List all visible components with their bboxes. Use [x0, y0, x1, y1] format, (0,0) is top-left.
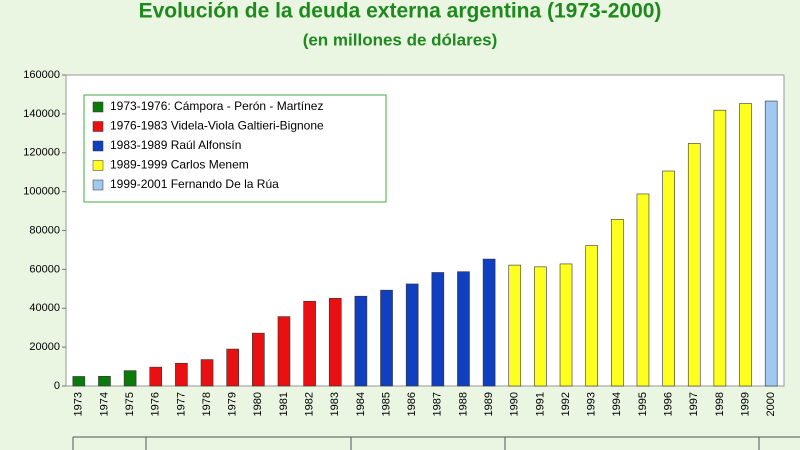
y-tick-label: 0 — [54, 380, 60, 392]
bar — [123, 370, 137, 387]
bar — [585, 245, 598, 387]
x-tick-label: 1983 — [329, 392, 341, 416]
bar — [508, 264, 522, 387]
x-tick-label: 1986 — [406, 392, 418, 416]
bar — [431, 272, 445, 387]
x-tick-label: 1987 — [432, 392, 444, 416]
chart-subtitle: (en millones de dólares) — [303, 30, 498, 49]
y-tick-label: 140000 — [23, 108, 60, 120]
legend-label: 1976-1983 Videla-Viola Galtieri-Bignone — [110, 119, 324, 133]
bar — [380, 289, 393, 387]
bar — [354, 295, 368, 387]
legend-swatch — [92, 179, 104, 191]
x-tick-label: 1991 — [534, 392, 546, 416]
y-tick-label: 40000 — [29, 302, 60, 314]
bar — [277, 316, 291, 387]
bar — [559, 263, 573, 387]
y-tick-label: 120000 — [23, 147, 60, 159]
y-tick-label: 80000 — [29, 224, 60, 236]
bar — [72, 376, 86, 387]
x-tick-label: 1984 — [355, 392, 367, 416]
legend: 1973-1976: Cámpora - Perón - Martínez 197… — [83, 94, 387, 203]
bar — [328, 298, 342, 387]
bar — [175, 362, 188, 387]
x-tick-label: 1994 — [611, 392, 623, 416]
legend-swatch — [92, 140, 104, 152]
x-tick-label: 1977 — [175, 392, 187, 416]
x-tick-label: 1979 — [227, 392, 239, 416]
legend-box — [83, 94, 387, 203]
x-tick-label: 1974 — [98, 392, 110, 416]
x-tick-label: 1973 — [73, 392, 85, 416]
bar — [149, 366, 163, 387]
bar — [303, 300, 316, 387]
bar — [457, 271, 470, 387]
bar — [252, 332, 265, 387]
bar — [405, 283, 419, 387]
x-tick-label: 1980 — [252, 392, 264, 416]
y-tick-label: 60000 — [29, 263, 60, 275]
bar — [764, 100, 778, 387]
bar — [200, 359, 214, 387]
bar — [662, 170, 675, 387]
x-tick-label: 2000 — [765, 392, 777, 416]
bar — [482, 258, 496, 387]
x-tick-label: 1990 — [509, 392, 521, 416]
x-tick-label: 1998 — [714, 392, 726, 416]
bar — [687, 143, 701, 387]
bar — [636, 193, 650, 387]
x-tick-label: 1976 — [150, 392, 162, 416]
legend-label: 1983-1989 Raúl Alfonsín — [110, 138, 241, 152]
bar — [611, 219, 624, 387]
legend-label: 1999-2001 Fernando De la Rúa — [110, 177, 279, 191]
x-tick-label: 1992 — [560, 392, 572, 416]
legend-swatch — [92, 101, 104, 113]
bar — [739, 103, 752, 387]
x-tick-label: 1997 — [688, 392, 700, 416]
x-tick-label: 1995 — [637, 392, 649, 416]
x-tick-label: 1988 — [457, 392, 469, 416]
legend-label: 1973-1976: Cámpora - Perón - Martínez — [110, 99, 323, 113]
bar — [98, 375, 111, 387]
legend-label: 1989-1999 Carlos Menem — [110, 158, 249, 172]
legend-swatch — [92, 160, 104, 171]
x-tick-label: 1985 — [380, 392, 392, 416]
x-tick-label: 1999 — [739, 392, 751, 416]
x-tick-label: 1996 — [663, 392, 675, 416]
y-tick-label: 160000 — [23, 69, 60, 81]
bar — [226, 348, 239, 387]
x-tick-label: 1975 — [124, 392, 136, 416]
y-tick-label: 100000 — [23, 186, 60, 198]
group-row — [72, 436, 800, 450]
x-tick-label: 1982 — [304, 392, 316, 416]
x-tick-label: 1978 — [201, 392, 213, 416]
bar — [713, 109, 727, 387]
x-tick-label: 1981 — [278, 392, 290, 416]
x-tick-label: 1989 — [483, 392, 495, 416]
y-tick-label: 20000 — [29, 341, 60, 353]
x-tick-label: 1993 — [586, 392, 598, 416]
chart-title: Evolución de la deuda externa argentina … — [139, 0, 662, 23]
legend-swatch — [92, 121, 104, 132]
bar — [534, 266, 547, 387]
